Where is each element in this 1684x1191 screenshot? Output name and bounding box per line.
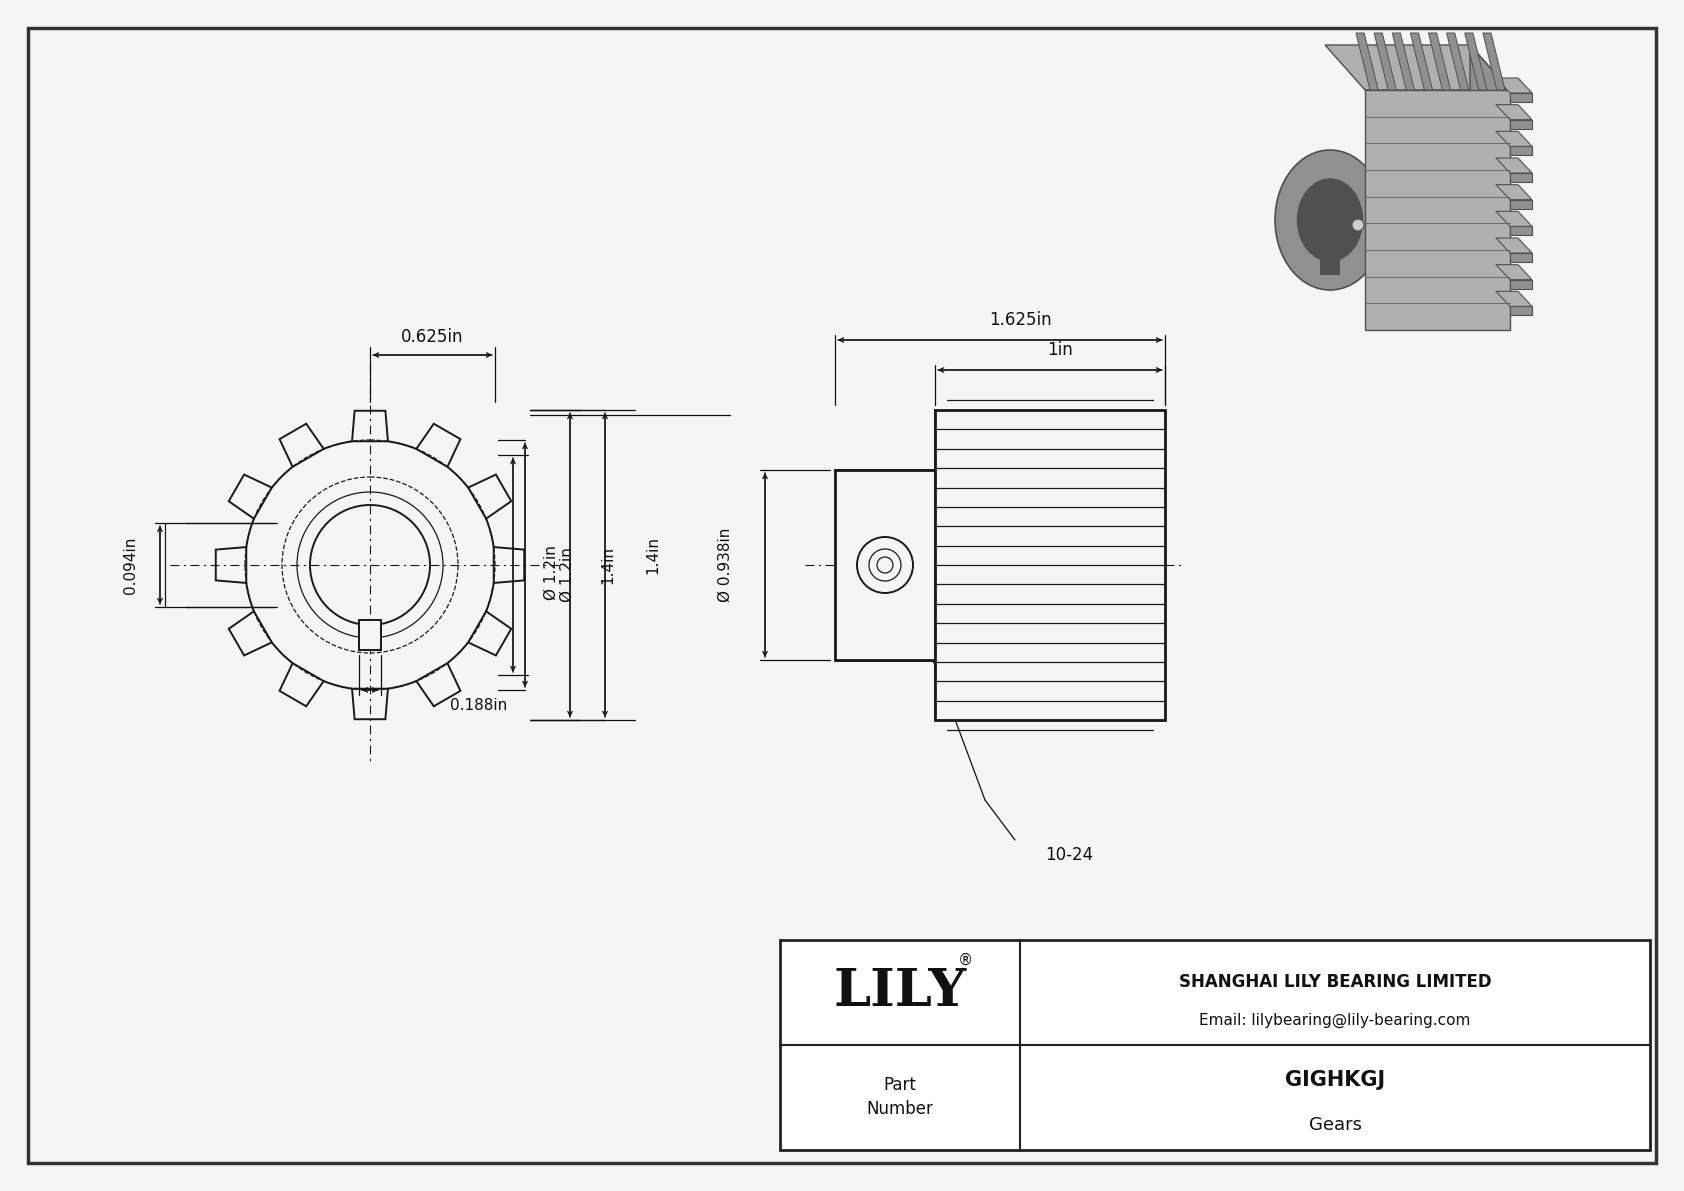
Bar [359, 621, 381, 650]
Polygon shape [1511, 306, 1532, 316]
Ellipse shape [1275, 150, 1384, 289]
Bar [780, 940, 1650, 1151]
Bar [935, 410, 1165, 721]
Text: Email: lilybearing@lily-bearing.com: Email: lilybearing@lily-bearing.com [1199, 1012, 1470, 1028]
Polygon shape [1393, 33, 1415, 91]
Polygon shape [1374, 33, 1396, 91]
Polygon shape [1447, 33, 1468, 91]
Text: Ø 1.2in: Ø 1.2in [544, 545, 559, 600]
Bar [1260, 50, 1521, 350]
Polygon shape [1356, 33, 1378, 91]
Polygon shape [1470, 45, 1511, 330]
Bar [835, 470, 935, 660]
Bar [1366, 91, 1511, 330]
Polygon shape [1495, 131, 1532, 146]
Polygon shape [1320, 258, 1340, 275]
Text: 0.625in: 0.625in [401, 328, 463, 347]
Text: 1in: 1in [1047, 341, 1073, 358]
Polygon shape [1495, 158, 1532, 173]
Polygon shape [1495, 292, 1532, 306]
Polygon shape [1495, 77, 1532, 93]
Text: SHANGHAI LILY BEARING LIMITED: SHANGHAI LILY BEARING LIMITED [1179, 973, 1492, 991]
Text: 10-24: 10-24 [1046, 846, 1093, 863]
Ellipse shape [1297, 179, 1362, 261]
Text: Ø 0.938in: Ø 0.938in [717, 528, 733, 603]
Polygon shape [1484, 33, 1505, 91]
Text: LILY: LILY [834, 967, 967, 1017]
Text: 0.094in: 0.094in [123, 536, 138, 593]
Text: ®: ® [958, 953, 973, 967]
Polygon shape [1465, 33, 1487, 91]
Polygon shape [1495, 238, 1532, 252]
Polygon shape [1511, 119, 1532, 129]
Polygon shape [1325, 45, 1511, 91]
Circle shape [1352, 219, 1364, 231]
Text: 1.4in: 1.4in [645, 536, 660, 574]
Polygon shape [1411, 33, 1433, 91]
Polygon shape [1511, 226, 1532, 236]
Polygon shape [1495, 264, 1532, 280]
Text: Gears: Gears [1308, 1116, 1361, 1134]
Text: Part
Number: Part Number [867, 1075, 933, 1118]
Polygon shape [1511, 173, 1532, 182]
Text: 1.4in: 1.4in [601, 545, 615, 584]
Polygon shape [1428, 33, 1450, 91]
Circle shape [869, 549, 901, 581]
Polygon shape [1511, 146, 1532, 155]
Polygon shape [1495, 211, 1532, 226]
Polygon shape [1511, 252, 1532, 262]
Text: Ø 1.2in: Ø 1.2in [559, 548, 574, 603]
Text: 0.188in: 0.188in [450, 698, 507, 712]
Polygon shape [1495, 105, 1532, 119]
Text: GIGHKGJ: GIGHKGJ [1285, 1070, 1384, 1090]
Polygon shape [1511, 200, 1532, 208]
Polygon shape [1495, 185, 1532, 200]
Circle shape [877, 557, 893, 573]
Polygon shape [1511, 93, 1532, 102]
Polygon shape [1511, 280, 1532, 288]
Circle shape [857, 537, 913, 593]
Text: 1.625in: 1.625in [989, 311, 1051, 329]
